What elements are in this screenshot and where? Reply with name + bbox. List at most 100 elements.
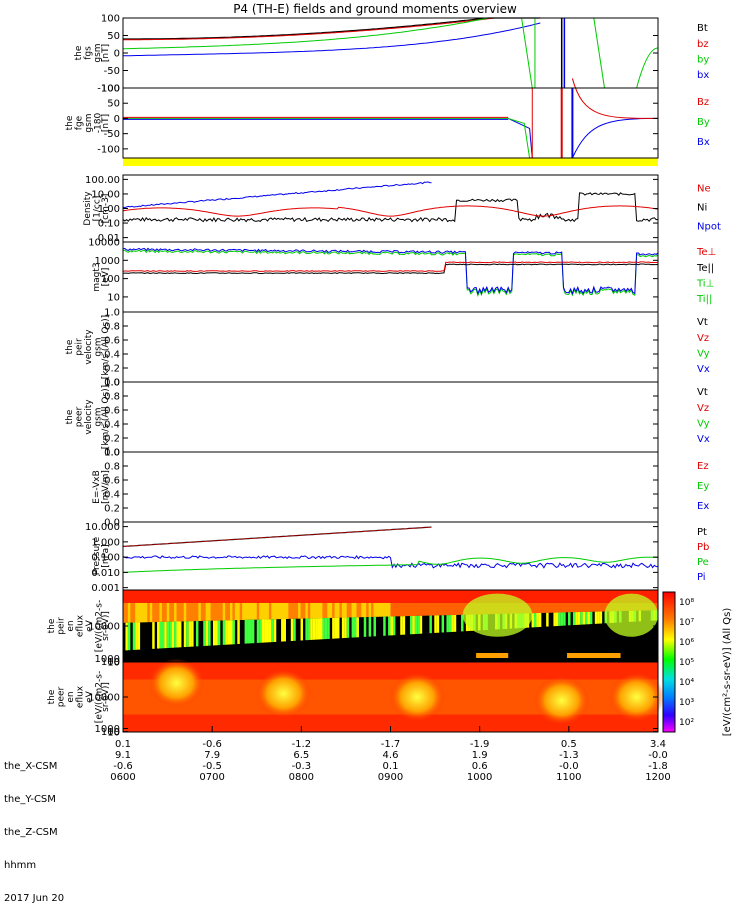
spec-column <box>541 602 545 613</box>
series-bt <box>123 17 541 40</box>
legend-vy: Vy <box>697 418 710 429</box>
spec-column <box>178 602 182 622</box>
spec-column <box>589 602 593 612</box>
ylabel-line: the <box>74 45 84 60</box>
spec-column <box>332 602 336 618</box>
spec-column <box>251 602 255 620</box>
spec-column <box>127 602 131 623</box>
legend-bx: bx <box>697 70 709 81</box>
ytick-label: 1.0 <box>104 378 120 389</box>
xaxis-column: 0.1 9.1 -0.6 0600 <box>101 739 145 783</box>
ytick-label: -100 <box>97 144 120 155</box>
ylabel-line: fge <box>75 115 85 130</box>
spec-column <box>317 602 321 619</box>
spec-blob <box>255 669 312 718</box>
panel-temp: 10000 1000 100 10 magt3 [eV] Te⊥ Te|| Ti⊥ Ti|| <box>88 238 716 313</box>
spec-column <box>302 602 306 619</box>
spec-column <box>227 602 231 621</box>
legend-vx: Vx <box>697 364 710 375</box>
spec-column <box>266 602 270 620</box>
spec-column-low <box>346 617 350 638</box>
xaxis-column: 3.4 -0.0 -1.8 1200 <box>636 739 680 783</box>
spec-column-low <box>441 615 445 633</box>
spec-column <box>565 602 569 613</box>
ytick-label: 0.0 <box>104 378 120 389</box>
spec-column-low <box>400 616 403 635</box>
spec-column <box>366 602 370 618</box>
legend-pi: Pi <box>697 572 706 583</box>
spec-column <box>222 602 226 621</box>
legend-pb: Pb <box>697 542 709 553</box>
row-label-x-csm: the_X-CSM <box>4 761 58 772</box>
peerv-frame <box>122 381 659 453</box>
ytick-label: 0.2 <box>104 364 120 375</box>
spec-column-low <box>176 621 179 648</box>
spec-column-low <box>166 621 170 649</box>
spec-column-low <box>461 614 464 632</box>
spec-column <box>310 602 314 619</box>
spec-column-low <box>271 619 274 643</box>
spec-column <box>436 602 440 616</box>
spec-column-low <box>354 617 357 638</box>
spec-column <box>444 602 447 616</box>
spec-column <box>441 602 445 616</box>
row-label-z-csm: the_Z-CSM <box>4 827 58 838</box>
spec-blob <box>533 676 590 725</box>
ylabel-line: E=-VxB <box>92 470 102 504</box>
spec-column-low <box>178 621 182 648</box>
spec-column <box>351 602 355 618</box>
spec-column-low <box>582 611 586 625</box>
xaxis-y: 6.5 <box>293 750 310 761</box>
spec-column <box>176 602 180 622</box>
spec-column-low <box>568 612 571 626</box>
ylabel-line: sr-eV)] <box>101 682 111 712</box>
efield-frame <box>122 451 659 523</box>
ytick-label: 100.00 <box>85 175 120 186</box>
xaxis-column: -1.7 4.6 0.1 0900 <box>369 739 413 783</box>
spec-column-low <box>341 617 345 639</box>
xaxis-column: -0.6 7.9 -0.5 0700 <box>190 739 234 783</box>
ylabel-line: gsm <box>94 337 104 356</box>
spec-column <box>157 602 161 622</box>
ytick-label: 10 <box>107 727 120 738</box>
spec-column-low <box>264 619 267 643</box>
spec-column <box>580 602 584 612</box>
spec-column-low <box>125 622 128 651</box>
series-bx-recover <box>571 117 659 159</box>
xaxis-x: 0.1 <box>115 739 131 750</box>
spec-column <box>203 602 207 621</box>
ylabel-line: [eV/(cm2-s- <box>95 671 105 723</box>
spec-column-low <box>225 620 228 645</box>
spec-column-low <box>222 620 226 645</box>
spec-column <box>278 602 282 620</box>
ylabel-line: [km/s (All Qs)] <box>101 385 111 449</box>
spec-column <box>288 602 292 619</box>
xaxis-y: -0.0 <box>648 750 668 761</box>
series-bx <box>122 22 541 57</box>
spec-column <box>538 602 542 613</box>
legend-vt: Vt <box>697 387 708 398</box>
spec-column <box>407 602 411 617</box>
spec-column-low <box>417 615 420 634</box>
ylabel-line: eflux <box>76 685 86 708</box>
ytick-label: 0.6 <box>104 406 120 417</box>
spec-column-low <box>453 614 457 632</box>
spec-column-low <box>244 619 248 644</box>
spec-column <box>205 602 209 621</box>
colorbar-tick: 10³ <box>679 698 694 708</box>
spec-column-low <box>217 620 221 646</box>
spec-column <box>412 602 416 616</box>
panel-pressure: 10.000 1.000 0.100 0.010 0.001 Pressure [nPa] P… <box>85 521 709 594</box>
spec-column <box>293 602 297 619</box>
spec-column <box>195 602 199 622</box>
spec-column <box>575 602 579 613</box>
xaxis-hhmm: 0900 <box>377 772 404 783</box>
spec-column-low <box>191 621 194 647</box>
ylabel-line: Pressure <box>92 536 102 575</box>
colorbar-tick: 10⁷ <box>679 618 694 628</box>
spec-column <box>531 602 535 614</box>
colorbar-tick: 10⁶ <box>679 638 694 648</box>
ytick-label: 100 <box>101 727 120 738</box>
ylabel-line: Density <box>83 191 93 226</box>
spec-column-low <box>585 611 588 625</box>
